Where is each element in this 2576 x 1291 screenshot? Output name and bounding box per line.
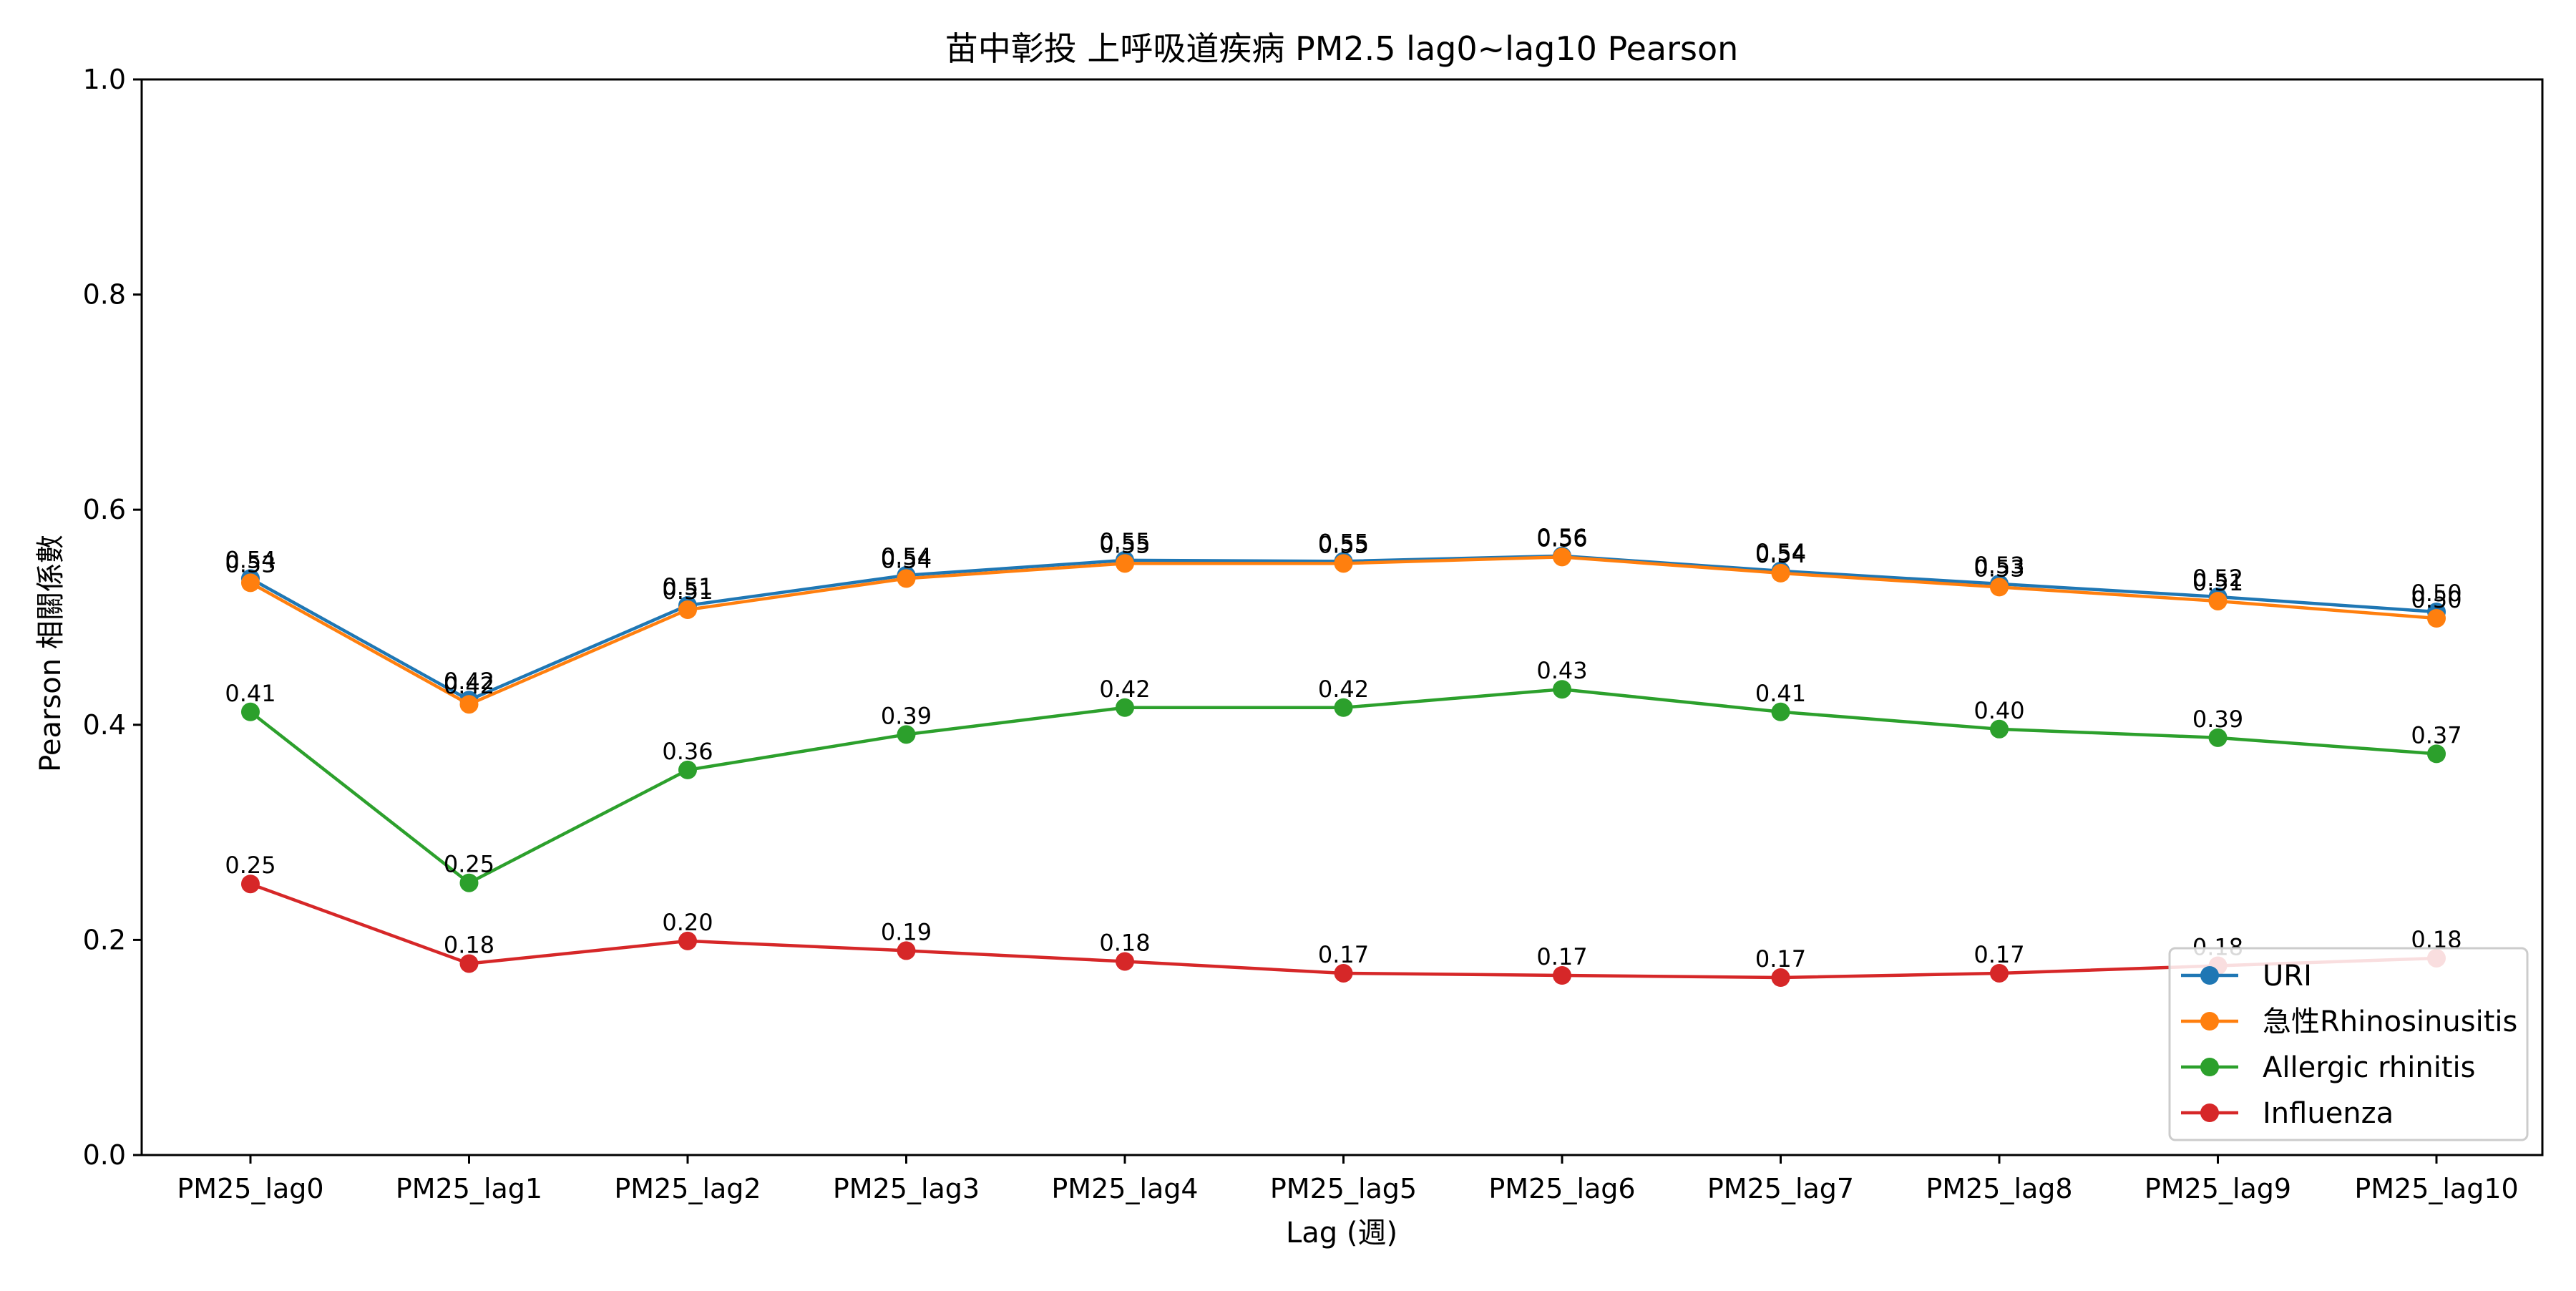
data-label: 0.51 <box>662 578 713 605</box>
data-label: 0.42 <box>444 672 494 699</box>
legend-label: URI <box>2263 960 2312 993</box>
y-tick-label: 0.0 <box>83 1139 126 1171</box>
data-label: 0.41 <box>225 680 275 707</box>
data-label: 0.54 <box>1755 541 1806 568</box>
y-tick-label: 0.4 <box>83 709 126 741</box>
x-axis-label: Lag (週) <box>1286 1217 1397 1249</box>
data-label: 0.37 <box>2411 721 2462 749</box>
data-label: 0.18 <box>1099 929 1150 956</box>
x-tick-label: PM25_lag10 <box>2354 1173 2518 1204</box>
y-axis-label: Pearson 相關係數 <box>34 535 67 772</box>
legend-marker <box>2200 1058 2219 1076</box>
data-label: 0.25 <box>225 852 275 879</box>
x-tick-label: PM25_lag7 <box>1707 1173 1854 1204</box>
data-label: 0.17 <box>1974 941 2024 968</box>
data-label: 0.36 <box>662 738 713 765</box>
series-2: 0.41 0.25 0.36 0.39 0.42 0.42 0.43 0.41 0.40 0.39… <box>225 657 2462 892</box>
data-label: 0.51 <box>2192 569 2243 596</box>
data-label: 0.53 <box>1974 555 2024 582</box>
data-label: 0.55 <box>1099 531 1150 558</box>
series-line <box>250 689 2436 883</box>
x-tick-label: PM25_lag8 <box>1926 1173 2072 1204</box>
series-3: 0.250.180.20 0.19 0.18 0.17 0.17 0.17 0.17 0.18… <box>225 852 2462 987</box>
legend-marker <box>2200 1104 2219 1122</box>
data-label: 0.17 <box>1318 941 1369 968</box>
data-label: 0.50 <box>2411 586 2462 613</box>
data-label: 0.56 <box>1536 525 1587 552</box>
legend-marker <box>2200 1012 2219 1031</box>
data-label: 0.20 <box>662 909 713 936</box>
x-tick-label: PM25_lag0 <box>177 1173 323 1204</box>
legend-label: 急性Rhinosinusitis <box>2263 1005 2517 1038</box>
legend-label: Allergic rhinitis <box>2263 1051 2475 1084</box>
chart-title: 苗中彰投 上呼吸道疾病 PM2.5 lag0~lag10 Pearson <box>945 29 1739 68</box>
x-tick-label: PM25_lag2 <box>614 1173 761 1204</box>
x-tick-label: PM25_lag4 <box>1051 1173 1198 1204</box>
data-label: 0.18 <box>444 931 494 958</box>
data-label: 0.25 <box>444 851 494 878</box>
y-tick-label: 0.8 <box>83 279 126 311</box>
y-tick-label: 0.2 <box>83 924 126 955</box>
legend-marker <box>2200 966 2219 985</box>
y-tick-label: 1.0 <box>83 64 126 95</box>
x-tick-label: PM25_lag6 <box>1488 1173 1635 1204</box>
plot-area: 0.0 0.2 0.4 0.6 0.8 1.0 PM25_lag0 PM25_lag1 PM25… <box>83 64 2542 1204</box>
data-label: 0.42 <box>1318 676 1369 703</box>
x-tick-label: PM25_lag9 <box>2145 1173 2291 1204</box>
legend-label: Influenza <box>2263 1097 2394 1130</box>
data-label: 0.39 <box>2192 706 2243 733</box>
x-tick-label: PM25_lag1 <box>396 1173 542 1204</box>
data-label: 0.19 <box>881 918 932 945</box>
data-label: 0.42 <box>1099 676 1150 703</box>
data-label: 0.17 <box>1536 943 1587 970</box>
data-label: 0.43 <box>1536 657 1587 684</box>
x-tick-label: PM25_lag5 <box>1270 1173 1417 1204</box>
data-label: 0.55 <box>1318 531 1369 558</box>
x-tick-label: PM25_lag3 <box>833 1173 980 1204</box>
data-label: 0.39 <box>881 702 932 729</box>
y-tick-label: 0.6 <box>83 494 126 525</box>
data-label: 0.54 <box>881 546 932 573</box>
data-label: 0.17 <box>1755 945 1806 973</box>
data-label: 0.41 <box>1755 680 1806 707</box>
data-label: 0.40 <box>1974 697 2024 724</box>
data-label: 0.53 <box>225 550 275 578</box>
